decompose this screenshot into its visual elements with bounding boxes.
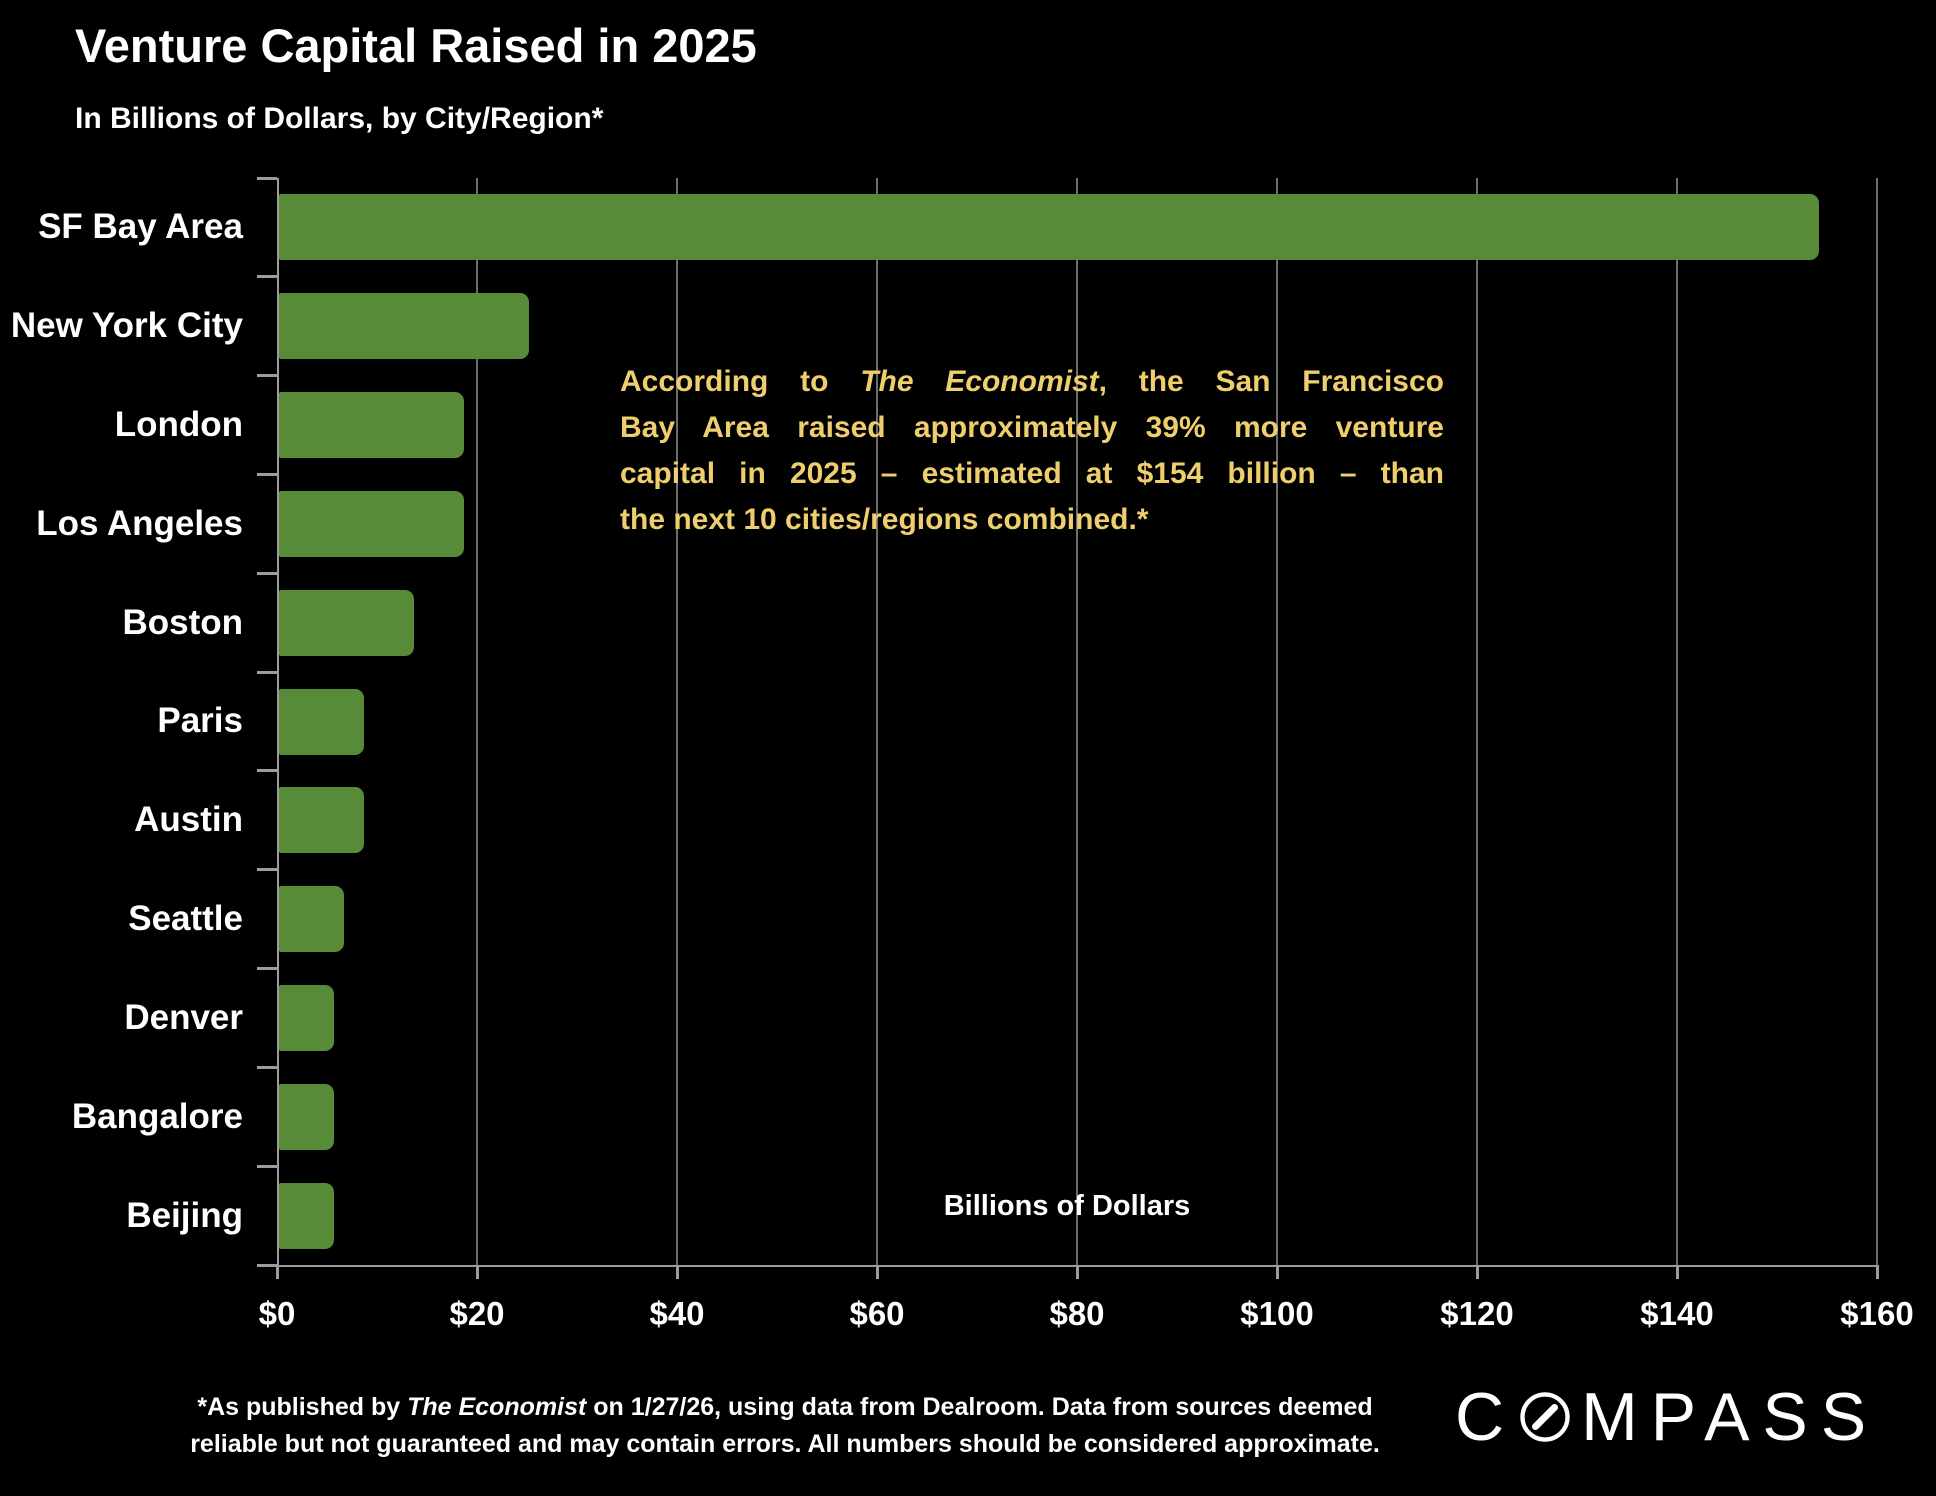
category-label-beijing: Beijing xyxy=(126,1195,243,1235)
x-tick-label: $120 xyxy=(1440,1295,1514,1332)
x-axis-tick xyxy=(275,1265,279,1279)
gridline xyxy=(1276,178,1278,1265)
x-axis-tick xyxy=(1675,1265,1679,1279)
category-label-paris: Paris xyxy=(157,701,243,741)
annotation-line-3: capital in 2025 – estimated at $154 bill… xyxy=(620,457,1444,490)
annotation-text: According to The Economist, the San Fran… xyxy=(620,359,1444,543)
x-axis-line xyxy=(275,1265,1879,1267)
x-axis-tick xyxy=(1075,1265,1079,1279)
y-axis-tick xyxy=(257,868,277,872)
category-label-bangalore: Bangalore xyxy=(71,1096,243,1136)
bar-new-york-city xyxy=(279,293,529,360)
y-axis-tick xyxy=(257,472,277,476)
x-tick-label: $60 xyxy=(849,1295,905,1332)
gridline xyxy=(876,178,878,1265)
bar-bangalore xyxy=(279,1083,334,1150)
bar-chart: Billions of Dollars According to The Eco… xyxy=(11,176,1914,1332)
x-tick-label: $80 xyxy=(1049,1295,1105,1332)
logo-text-c: C xyxy=(1455,1379,1518,1455)
compass-logo: C MPASS xyxy=(1455,1378,1879,1456)
y-axis-tick xyxy=(257,1065,277,1069)
y-axis-tick xyxy=(257,571,277,575)
x-axis-tick xyxy=(675,1265,679,1279)
y-axis-tick xyxy=(257,1263,277,1267)
x-axis-tick xyxy=(475,1265,479,1279)
annotation-line-1: According to The Economist, the San Fran… xyxy=(620,365,1444,398)
category-label-denver: Denver xyxy=(124,997,243,1037)
bar-los-angeles xyxy=(279,490,464,557)
x-tick-label: $0 xyxy=(258,1295,296,1332)
x-axis-tick xyxy=(1875,1265,1879,1279)
gridline xyxy=(1076,178,1078,1265)
y-axis-tick xyxy=(257,275,277,279)
y-axis-tick xyxy=(257,1164,277,1168)
bar-paris xyxy=(279,688,364,755)
bar-beijing xyxy=(279,1182,334,1249)
category-label-austin: Austin xyxy=(134,800,243,840)
x-tick-label: $140 xyxy=(1640,1295,1714,1332)
gridline xyxy=(476,178,478,1265)
bar-seattle xyxy=(279,886,344,953)
gridline xyxy=(1876,178,1878,1265)
category-label-seattle: Seattle xyxy=(128,899,243,939)
chart-title: Venture Capital Raised in 2025 xyxy=(75,19,757,72)
gridline xyxy=(676,178,678,1265)
footnote-line-2: reliable but not guaranteed and may cont… xyxy=(190,1430,1380,1458)
y-axis-tick xyxy=(257,176,277,180)
bar-denver xyxy=(279,984,334,1051)
footnote: *As published by The Economist on 1/27/2… xyxy=(85,1389,1485,1463)
annotation-line-2: Bay Area raised approximately 39% more v… xyxy=(620,411,1444,444)
x-axis-tick xyxy=(875,1265,879,1279)
bar-sf-bay-area xyxy=(279,194,1819,261)
y-axis-tick xyxy=(257,967,277,971)
y-axis-tick xyxy=(257,670,277,674)
category-label-london: London xyxy=(114,405,243,445)
x-tick-label: $40 xyxy=(649,1295,705,1332)
x-axis-tick xyxy=(1275,1265,1279,1279)
category-label-los-angeles: Los Angeles xyxy=(36,503,243,543)
y-axis-line xyxy=(277,178,279,1267)
annotation-line-4: the next 10 cities/regions combined.* xyxy=(620,503,1149,536)
y-axis-tick xyxy=(257,374,277,378)
bar-boston xyxy=(279,589,414,656)
x-axis-title: Billions of Dollars xyxy=(943,1190,1191,1222)
category-label-sf-bay-area: SF Bay Area xyxy=(38,207,243,247)
gridline xyxy=(1476,178,1478,1265)
bar-austin xyxy=(279,787,364,854)
logo-text-mpass: MPASS xyxy=(1581,1379,1880,1455)
gridline xyxy=(1676,178,1678,1265)
chart-subtitle: In Billions of Dollars, by City/Region* xyxy=(75,102,604,135)
compass-needle-o-icon xyxy=(1520,1392,1570,1442)
x-tick-label: $100 xyxy=(1240,1295,1314,1332)
bar-london xyxy=(279,392,464,459)
x-tick-label: $160 xyxy=(1840,1295,1914,1332)
y-axis-tick xyxy=(257,769,277,773)
footnote-line-1: *As published by The Economist on 1/27/2… xyxy=(197,1393,1373,1421)
x-tick-label: $20 xyxy=(449,1295,505,1332)
category-label-new-york-city: New York City xyxy=(10,306,243,346)
x-axis-tick xyxy=(1475,1265,1479,1279)
category-label-boston: Boston xyxy=(122,602,243,642)
